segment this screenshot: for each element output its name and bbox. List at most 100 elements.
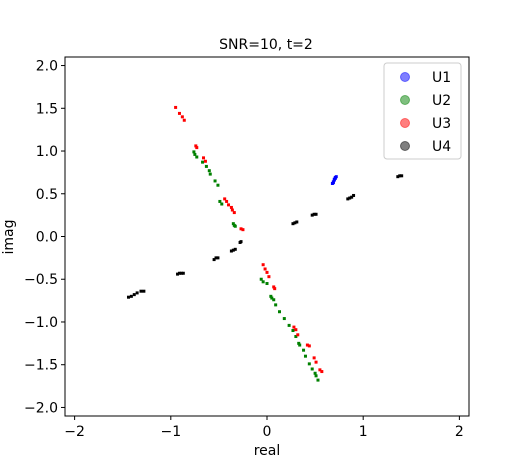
data-point-U4-4 (139, 289, 143, 293)
data-point-U4-0 (126, 295, 130, 299)
data-point-U2-24 (291, 329, 295, 333)
data-point-U4-8 (179, 271, 183, 275)
data-point-U2-10 (220, 202, 224, 206)
data-point-U2-2 (195, 155, 199, 159)
data-point-U2-19 (272, 298, 276, 302)
legend-marker-U2 (400, 95, 410, 105)
data-point-U2-15 (261, 280, 265, 284)
data-point-U2-0 (192, 150, 196, 154)
data-point-U4-2 (132, 293, 136, 297)
data-point-U3-26 (307, 344, 311, 348)
data-point-U3-1 (177, 111, 181, 115)
data-point-U2-25 (294, 335, 298, 339)
data-point-U3-18 (265, 270, 269, 274)
data-point-U3-3 (182, 118, 186, 122)
data-point-U4-18 (291, 222, 295, 226)
data-point-U4-25 (348, 196, 352, 200)
data-point-U3-9 (225, 199, 229, 203)
x-tick-label: −1 (160, 424, 181, 440)
y-tick-label: −2.0 (24, 400, 58, 416)
data-point-U2-1 (193, 152, 197, 156)
data-point-U2-32 (313, 371, 317, 375)
data-point-U3-16 (261, 263, 265, 267)
data-point-U3-14 (239, 227, 243, 231)
y-tick-label: 2.0 (36, 59, 58, 75)
data-point-U4-11 (214, 256, 218, 260)
x-axis-label: real (254, 443, 281, 459)
series-U4 (126, 174, 404, 299)
y-tick-label: 0.5 (36, 187, 58, 203)
y-axis: −2.0 −1.5 −1.0 −0.5 0.0 0.5 1.0 1.5 2.0 (24, 59, 65, 416)
data-point-U2-9 (218, 199, 222, 203)
y-tick-label: 0.0 (36, 230, 58, 246)
chart-title: SNR=10, t=2 (219, 37, 313, 53)
data-point-U1-7 (333, 176, 337, 180)
data-point-U3-0 (174, 105, 178, 109)
data-point-U4-15 (233, 247, 237, 251)
data-point-U3-21 (273, 287, 277, 291)
legend-entries: U1 U2 U3 U4 (400, 70, 451, 155)
series-U1 (330, 175, 338, 185)
legend-label-U2: U2 (432, 93, 451, 109)
data-point-U3-25 (305, 343, 309, 347)
data-point-U3-30 (320, 370, 324, 374)
data-point-U4-12 (216, 256, 220, 260)
data-point-U4-26 (350, 195, 354, 199)
data-point-U2-7 (213, 179, 217, 183)
y-axis-label: imag (1, 220, 17, 255)
legend-label-U4: U4 (432, 139, 451, 155)
data-point-U2-26 (297, 341, 301, 345)
data-point-U2-18 (270, 296, 274, 300)
data-point-U3-24 (296, 333, 300, 337)
series-U2 (192, 150, 320, 382)
data-point-U3-27 (312, 356, 316, 360)
data-point-U2-8 (216, 183, 220, 187)
data-point-U4-22 (312, 212, 316, 216)
data-point-U4-28 (396, 175, 400, 179)
data-point-U2-23 (287, 323, 291, 327)
data-point-U3-15 (241, 228, 245, 232)
data-point-U2-11 (231, 222, 235, 226)
data-point-U2-5 (207, 169, 211, 173)
legend-marker-U4 (400, 141, 410, 151)
data-point-U3-11 (229, 205, 233, 209)
legend-box (383, 62, 462, 160)
y-tick-label: 1.5 (36, 101, 58, 117)
data-point-U3-22 (292, 325, 296, 329)
data-point-U2-14 (259, 277, 263, 281)
data-point-U3-6 (202, 156, 206, 160)
data-point-U3-8 (223, 197, 227, 201)
data-point-U2-31 (310, 367, 314, 371)
data-point-U4-20 (295, 220, 299, 224)
data-points-layer (126, 105, 404, 382)
data-point-U4-29 (398, 174, 402, 178)
data-point-U3-4 (194, 144, 198, 148)
x-tick-label: 1 (359, 424, 368, 440)
data-point-U4-7 (177, 271, 181, 275)
data-point-U3-19 (267, 275, 271, 279)
data-point-U1-6 (331, 181, 335, 185)
data-point-U4-1 (129, 294, 133, 298)
y-tick-label: −0.5 (24, 272, 58, 288)
legend: U1 U2 U3 U4 (383, 62, 462, 160)
data-point-U2-4 (204, 164, 208, 168)
legend-marker-U1 (400, 72, 410, 82)
data-point-U3-5 (195, 146, 199, 150)
data-point-U2-27 (298, 343, 302, 347)
x-tick-label: 2 (455, 424, 464, 440)
data-point-U2-34 (316, 378, 320, 382)
data-point-U2-17 (269, 294, 273, 298)
data-point-U2-28 (302, 348, 306, 352)
data-point-U3-23 (294, 328, 298, 332)
data-point-U3-7 (203, 159, 207, 163)
data-point-U3-28 (314, 360, 318, 364)
x-tick-label: 0 (263, 424, 272, 440)
data-point-U2-33 (314, 374, 318, 378)
legend-label-U3: U3 (432, 116, 451, 132)
data-point-U2-3 (201, 160, 205, 164)
y-tick-label: 1.0 (36, 144, 58, 160)
data-point-U4-21 (310, 213, 314, 217)
data-point-U4-30 (400, 174, 404, 178)
data-point-U4-13 (229, 249, 233, 253)
data-point-U4-5 (142, 289, 146, 293)
